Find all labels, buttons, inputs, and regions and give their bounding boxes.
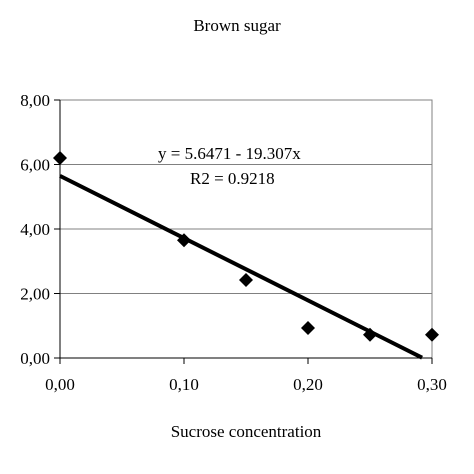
data-point (301, 321, 315, 336)
y-tick-labels: 0,00 2,00 4,00 6,00 8,00 (20, 91, 50, 368)
trendline-r2: R2 = 0.9218 (190, 169, 275, 188)
data-point (239, 272, 253, 287)
x-tick-label: 0,00 (45, 375, 75, 394)
y-tick-label: 0,00 (20, 349, 50, 368)
trendline-layer (59, 174, 423, 360)
gridlines (60, 164, 432, 294)
data-points (53, 151, 439, 342)
data-point (177, 233, 191, 248)
axes (54, 99, 433, 364)
data-point (53, 151, 67, 166)
x-tick-label: 0,30 (417, 375, 447, 394)
data-point (425, 327, 439, 342)
chart-title: Brown sugar (193, 16, 281, 35)
trendline-equation: y = 5.6471 - 19.307x (158, 144, 301, 163)
y-tick-label: 8,00 (20, 91, 50, 110)
y-tick-label: 6,00 (20, 156, 50, 175)
y-tick-label: 2,00 (20, 285, 50, 304)
y-tick-label: 4,00 (20, 220, 50, 239)
x-axis-label: Sucrose concentration (171, 422, 322, 441)
x-tick-label: 0,10 (169, 375, 199, 394)
trendline (59, 174, 423, 360)
x-tick-labels: 0,00 0,10 0,20 0,30 (45, 375, 447, 394)
data-point (363, 327, 377, 342)
x-tick-label: 0,20 (293, 375, 323, 394)
